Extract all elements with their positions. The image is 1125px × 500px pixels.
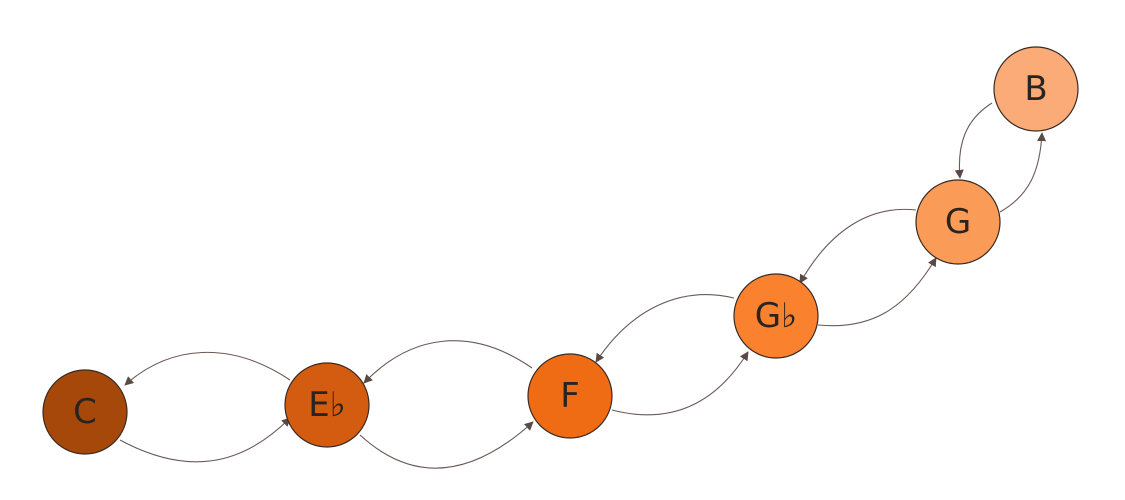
edge-g-to-b — [999, 132, 1047, 213]
node-c-label: C — [73, 392, 97, 432]
edge-b-to-g — [954, 102, 993, 179]
edge-f-to-eb — [363, 340, 533, 384]
edge-f-to-gb — [611, 351, 749, 416]
node-gb-label: G♭ — [755, 296, 797, 336]
node-eb-circle — [284, 362, 370, 448]
edge-gb-to-g — [817, 257, 937, 327]
node-f: F — [527, 353, 613, 439]
node-gb: G♭ — [733, 273, 819, 359]
node-c-circle — [42, 369, 128, 455]
node-f-label: F — [560, 376, 580, 416]
edge-gb-to-f — [595, 294, 735, 363]
node-b-circle — [993, 46, 1079, 132]
node-b: B — [993, 46, 1079, 132]
node-b-label: B — [1024, 69, 1047, 109]
edge-g-to-gb — [799, 208, 917, 284]
edge-c-to-eb — [119, 417, 291, 463]
node-gb-circle — [733, 273, 819, 359]
node-c: C — [42, 369, 128, 455]
edge-eb-to-f — [359, 421, 534, 469]
node-f-circle — [527, 353, 613, 439]
nodes: C E♭ F G♭ G B — [42, 46, 1079, 455]
edge-eb-to-c — [124, 351, 291, 386]
node-eb: E♭ — [284, 362, 370, 448]
node-g-label: G — [945, 202, 971, 242]
edges — [119, 102, 1047, 469]
node-g: G — [915, 179, 1001, 265]
node-g-circle — [915, 179, 1001, 265]
node-eb-label: E♭ — [308, 385, 346, 425]
